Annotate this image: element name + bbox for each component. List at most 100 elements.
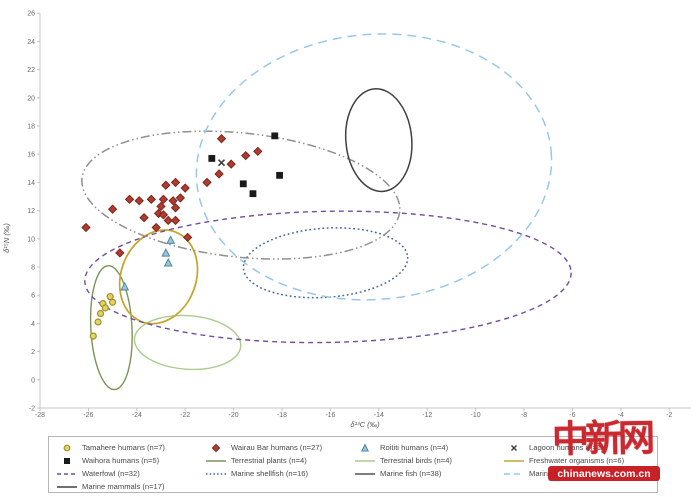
- y-tick-label: 14: [27, 180, 35, 187]
- y-axis-title: δ¹⁵N (‰): [2, 223, 11, 253]
- data-point-diamond: [170, 215, 181, 226]
- legend-item: Terrestrial birds (n=4): [353, 454, 502, 467]
- data-point-diamond: [81, 222, 91, 233]
- data-point-diamond: [146, 194, 156, 204]
- x-tick-label: -12: [422, 412, 432, 419]
- legend-label: Tamahere humans (n=7): [82, 443, 165, 452]
- legend-item: Waterfowl (n=32): [55, 467, 204, 480]
- data-point-diamond: [202, 177, 212, 188]
- x-tick-label: -14: [374, 412, 384, 419]
- legend-label: Waterfowl (n=32): [82, 469, 140, 478]
- x-tick-label: -4: [618, 412, 624, 419]
- legend-label: Terrestrial birds (n=4): [380, 456, 452, 465]
- data-point-diamond: [241, 150, 251, 161]
- x-tick-label: -6: [569, 412, 575, 419]
- legend-label: Roititi humans (n=4): [380, 443, 449, 452]
- data-point-diamond: [175, 193, 186, 203]
- data-point-diamond: [115, 248, 125, 258]
- data-point-triangle: [166, 235, 176, 244]
- y-tick-label: 4: [31, 321, 35, 328]
- legend-swatch-line: [206, 459, 226, 462]
- data-point-diamond: [107, 204, 118, 214]
- data-point-square: [249, 190, 257, 198]
- data-point-square: [208, 155, 216, 162]
- legend-item: Marine shellfish (n=16): [204, 467, 353, 480]
- legend-swatch-line: [504, 459, 524, 462]
- y-tick-label: 10: [27, 236, 35, 243]
- legend-swatch-line: [57, 472, 77, 475]
- data-point-circle: [96, 309, 105, 318]
- group-ellipse: [195, 33, 553, 301]
- y-tick-label: 22: [27, 67, 35, 74]
- y-tick-label: 2: [31, 349, 35, 356]
- group-ellipse: [89, 264, 133, 391]
- legend-item: Terrestrial plants (n=4): [204, 454, 353, 467]
- data-point-diamond: [134, 196, 144, 206]
- data-point-square: [239, 180, 247, 188]
- legend-swatch-diamond: [211, 443, 221, 452]
- legend-swatch-line: [355, 459, 375, 462]
- legend-swatch-line: [57, 485, 77, 488]
- legend-swatch-circle: [63, 444, 71, 451]
- data-point-diamond: [180, 183, 190, 193]
- x-tick-label: -22: [180, 412, 190, 419]
- legend-swatch-line: [504, 472, 524, 475]
- data-point-diamond: [168, 196, 178, 206]
- legend-swatch-x: [510, 444, 518, 451]
- data-point-circle: [106, 293, 114, 301]
- data-point-circle: [94, 318, 102, 326]
- data-point-diamond: [156, 201, 166, 212]
- x-tick-label: -28: [35, 412, 45, 419]
- legend-item: Freshwater organisms (n=6): [502, 454, 651, 467]
- y-tick-label: 24: [27, 39, 35, 46]
- data-point-diamond: [158, 210, 169, 220]
- data-point-diamond: [216, 134, 227, 144]
- legend-label: Lagoon humans (n=1): [529, 443, 604, 452]
- legend-label: Waihora humans (n=5): [82, 456, 160, 465]
- data-point-diamond: [161, 180, 171, 190]
- data-point-circle: [89, 332, 97, 340]
- y-tick-label: 6: [31, 293, 35, 300]
- y-tick-label: 8: [31, 265, 35, 272]
- data-point-diamond: [170, 203, 181, 213]
- legend-label: Marine shellfish (n=16): [231, 469, 309, 478]
- legend-label: Marine birds (n=30): [529, 469, 596, 478]
- x-axis-title: δ¹³C (‰): [350, 420, 380, 429]
- legend-item: Marine mammals (n=17): [55, 480, 204, 493]
- legend-item: Tamahere humans (n=7): [55, 441, 204, 454]
- x-tick-label: -10: [471, 412, 481, 419]
- group-ellipse: [242, 227, 409, 299]
- legend-item: Wairau Bar humans (n=27): [204, 441, 353, 454]
- x-tick-label: -16: [325, 412, 335, 419]
- y-tick-label: 12: [27, 208, 35, 215]
- y-tick-label: 20: [27, 95, 35, 102]
- x-tick-label: -8: [521, 412, 527, 419]
- legend-item: Roititi humans (n=4): [353, 441, 502, 454]
- x-tick-label: -24: [132, 412, 142, 419]
- data-point-diamond: [139, 212, 149, 223]
- data-point-triangle: [163, 257, 173, 267]
- group-ellipse: [118, 229, 199, 325]
- legend-label: Terrestrial plants (n=4): [231, 456, 307, 465]
- data-point-square: [271, 132, 279, 140]
- x-tick-label: -2: [666, 412, 672, 419]
- data-point-triangle: [161, 248, 171, 257]
- legend-item: Lagoon humans (n=1): [502, 441, 651, 454]
- y-tick-label: 26: [27, 11, 35, 18]
- group-ellipse: [84, 210, 572, 344]
- y-tick-label: 16: [27, 152, 35, 159]
- legend-swatch-line: [355, 472, 375, 475]
- x-tick-label: -26: [83, 412, 93, 419]
- data-point-triangle: [120, 281, 130, 291]
- x-tick-label: -20: [229, 412, 239, 419]
- y-tick-label: 0: [31, 377, 35, 384]
- legend-label: Marine fish (n=38): [380, 469, 442, 478]
- x-tick-label: -18: [277, 412, 287, 419]
- data-point-diamond: [253, 146, 263, 157]
- legend-item: Marine birds (n=30): [502, 467, 651, 480]
- group-ellipse: [81, 130, 401, 260]
- legend-label: Marine mammals (n=17): [82, 482, 165, 491]
- data-point-circle: [101, 304, 109, 312]
